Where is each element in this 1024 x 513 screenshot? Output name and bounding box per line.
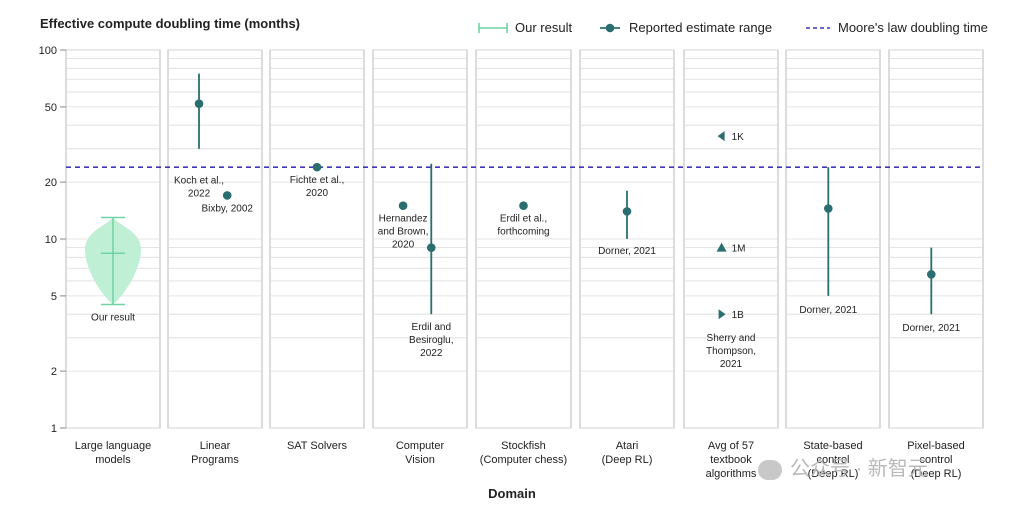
textbook-marker-label: 1M: [732, 244, 746, 255]
estimate-point: [222, 191, 232, 200]
textbook-marker-triangle-right: [718, 309, 726, 320]
textbook-marker-label: 1K: [732, 132, 745, 143]
y-tick-label: 10: [45, 234, 57, 246]
watermark-text: 公众号 · 新智元: [790, 458, 928, 480]
estimate-point: [426, 243, 436, 252]
estimate-label: Dorner, 2021: [799, 305, 857, 316]
y-tick-label: 100: [39, 45, 57, 57]
y-tick-label: 1: [51, 423, 57, 435]
estimate-label: Dorner, 2021: [902, 323, 960, 334]
watermark: 公众号 · 新智元: [758, 452, 928, 481]
estimate-point: [312, 162, 322, 172]
x-tick-label: Stockfish (Computer chess): [480, 440, 567, 466]
estimate-point: [398, 201, 408, 211]
x-tick-label: Atari (Deep RL): [602, 440, 653, 466]
legend-label-moore: Moore's law doubling time: [838, 20, 988, 35]
x-tick-label: SAT Solvers: [287, 440, 348, 452]
estimate-point: [824, 204, 833, 213]
our-result-label: Our result: [91, 313, 135, 324]
estimate-point: [927, 270, 936, 279]
estimate-label: Fichte et al., 2020: [290, 175, 344, 199]
x-tick-label: Avg of 57 textbook algorithms: [706, 440, 757, 480]
legend-reported: Reported estimate range: [598, 20, 772, 35]
y-axis-title: Effective compute doubling time (months): [40, 16, 301, 31]
estimate-label: Erdil et al., forthcoming: [497, 214, 549, 238]
legend-label-our-result: Our result: [515, 20, 573, 35]
legend-label-reported: Reported estimate range: [629, 20, 773, 35]
textbook-marker-triangle-left: [717, 131, 725, 142]
x-tick-label: Computer Vision: [396, 440, 445, 466]
estimate-label: Hernandez and Brown, 2020: [378, 214, 429, 251]
reported-estimate-legend-icon: [600, 23, 620, 32]
x-axis-title: Domain: [488, 486, 536, 501]
our-result-legend-icon: [478, 22, 508, 33]
y-tick-label: 50: [45, 102, 57, 114]
x-tick-label: State-based control (Deep RL): [803, 440, 862, 480]
estimate-label: Dorner, 2021: [598, 246, 656, 257]
moores-law-legend-icon: [806, 26, 830, 29]
textbook-marker-label: 1B: [732, 310, 745, 321]
legend-moore: Moore's law doubling time: [805, 20, 988, 35]
estimate-point: [622, 207, 632, 216]
textbook-source-label: Sherry and Thompson, 2021: [706, 333, 756, 370]
wechat-icon: [758, 459, 782, 480]
y-tick-label: 2: [51, 366, 57, 378]
x-tick-label: Large language models: [75, 440, 151, 466]
y-tick-label: 5: [51, 291, 57, 303]
legend-our-result: Our result: [478, 20, 572, 35]
x-tick-label: Linear Programs: [191, 440, 239, 466]
estimate-label: Bixby, 2002: [201, 203, 253, 214]
textbook-marker-triangle-up: [716, 242, 727, 252]
estimate-label: Koch et al., 2022: [174, 176, 224, 200]
x-tick-label: Pixel-based control (Deep RL): [907, 440, 964, 480]
estimate-label: Erdil and Besiroglu, 2022: [409, 322, 453, 359]
estimate-point: [194, 99, 204, 108]
y-tick-label: 20: [45, 177, 57, 189]
estimate-point: [519, 201, 528, 211]
